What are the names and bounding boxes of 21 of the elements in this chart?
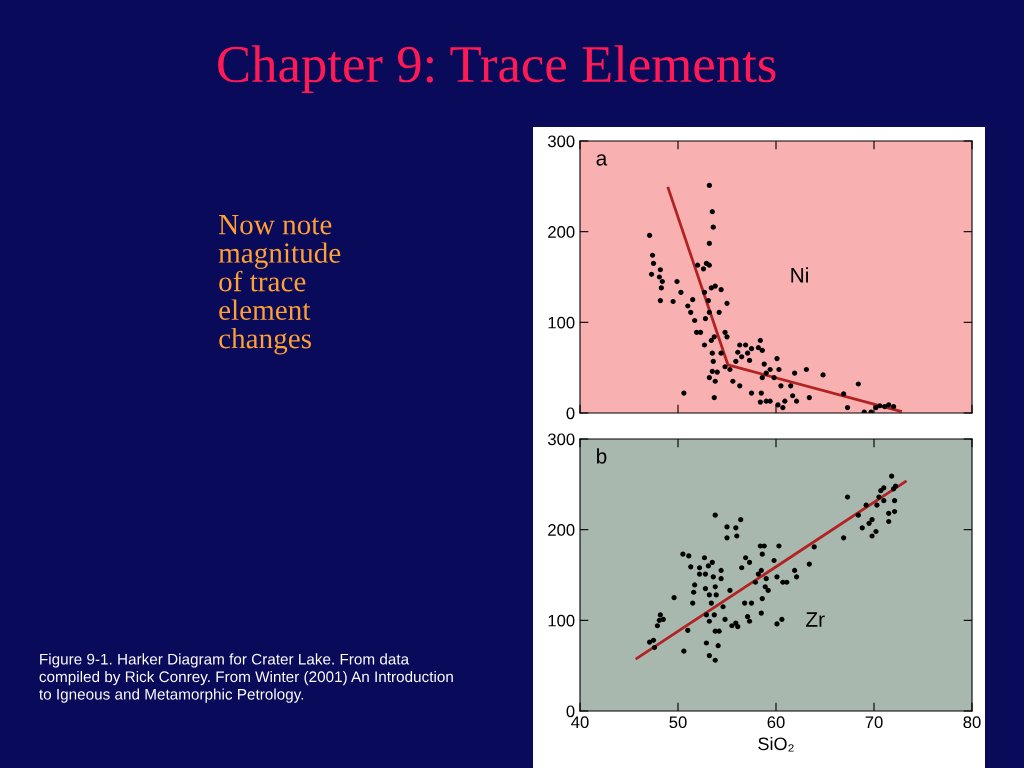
annotation: b: [597, 448, 607, 464]
x-axis-title: SiO₂: [758, 736, 794, 752]
y-tick-label: 300: [547, 433, 575, 446]
y-tick-label: 0: [566, 407, 575, 420]
x-tick-label: 80: [963, 716, 981, 729]
y-tick-label: 200: [548, 524, 575, 536]
y-tick-label: 300: [547, 135, 575, 148]
y-tick-label: 0: [566, 705, 575, 718]
x-tick-label: 50: [669, 716, 687, 729]
text: Now note magnitude of trace element changes: [218, 215, 341, 355]
x-tick-label: 60: [767, 716, 785, 729]
x-tick-label: 70: [865, 716, 883, 729]
x-tick-label: 40: [571, 716, 589, 729]
annotation: Ni: [791, 267, 808, 283]
annotation: Zr: [806, 612, 825, 627]
caption: Figure 9-1. Harker Diagram for Crater Lake. From data compiled by Rick Conrey. From Winter (2001) An Introduction to Igneous and Metamorphic Petrology.: [39, 653, 453, 703]
chart-title: Chapter 9: Trace Elements: [218, 45, 776, 94]
y-tick-label: 100: [548, 316, 575, 329]
annotation: a: [596, 154, 608, 166]
y-tick-label: 200: [548, 226, 575, 238]
y-tick-label: 100: [548, 614, 575, 627]
